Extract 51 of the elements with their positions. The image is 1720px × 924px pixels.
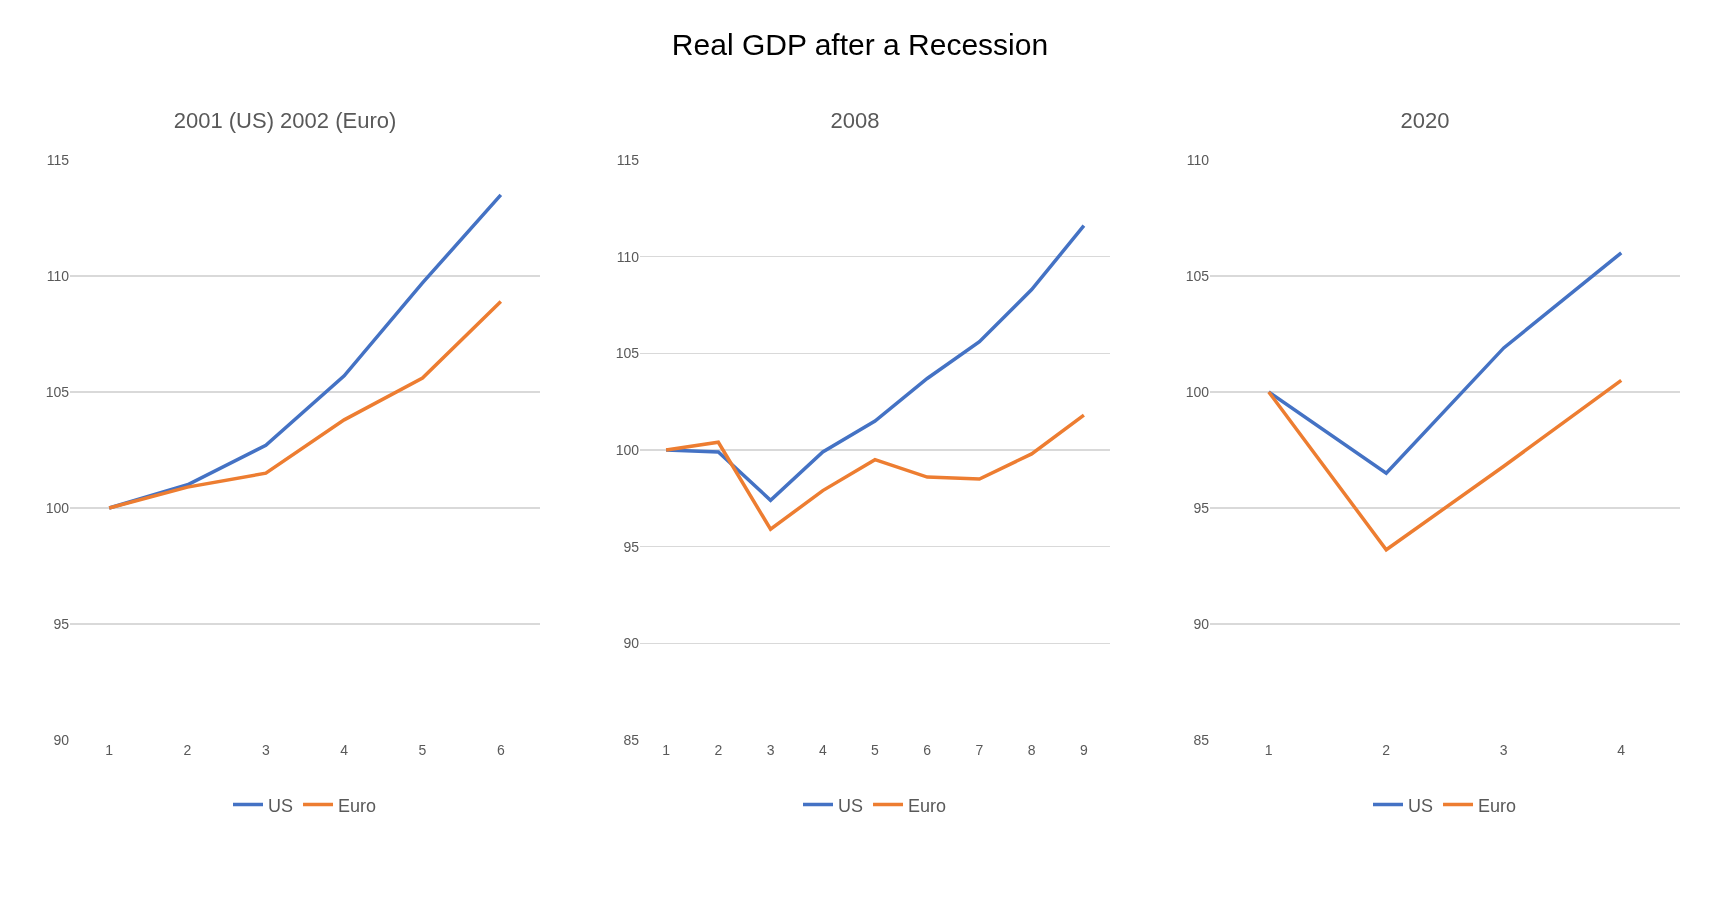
line-series xyxy=(107,299,503,510)
x-tick-label: 4 xyxy=(818,742,827,758)
text: Real GDP after a Recession xyxy=(671,28,1049,62)
x-tick-label: 2 xyxy=(183,742,192,758)
y-tick-label: 105 xyxy=(1185,267,1210,284)
x-tick-label: 3 xyxy=(261,742,270,758)
x-tick-label: 5 xyxy=(871,742,880,758)
y-tick-label: 105 xyxy=(45,383,70,400)
x-tick-label: 4 xyxy=(340,742,349,758)
x-tick-label: 2 xyxy=(1382,742,1391,758)
x-tick-label: 1 xyxy=(1264,742,1273,758)
y-tick-label: 85 xyxy=(1193,731,1210,748)
y-tick-label: 90 xyxy=(623,635,640,652)
y-tick-label: 115 xyxy=(616,151,640,168)
x-tick-label: 9 xyxy=(1079,742,1088,758)
x-tick-label: 8 xyxy=(1027,742,1036,758)
y-tick-label: 110 xyxy=(46,267,70,284)
x-tick-label: 1 xyxy=(662,742,671,758)
chart-title: 2008 xyxy=(830,108,880,134)
y-tick-label: 90 xyxy=(53,731,70,748)
line-series xyxy=(664,413,1086,532)
y-tick-label: 100 xyxy=(1185,383,1210,400)
x-tick-label: 2 xyxy=(714,742,723,758)
y-tick-label: 95 xyxy=(623,538,640,555)
chart-title: 2001 (US) 2002 (Euro) xyxy=(173,108,397,134)
x-tick-label: 6 xyxy=(496,742,505,758)
y-tick-label: 105 xyxy=(615,345,640,362)
y-tick-label: 90 xyxy=(1193,615,1210,632)
x-tick-label: 1 xyxy=(105,742,114,758)
y-tick-label: 85 xyxy=(623,731,640,748)
y-tick-label: 110 xyxy=(1186,151,1210,168)
y-tick-label: 100 xyxy=(45,499,70,516)
legend-label: Euro xyxy=(338,795,377,816)
x-tick-label: 6 xyxy=(923,742,932,758)
y-tick-label: 95 xyxy=(53,615,70,632)
legend-label: Euro xyxy=(908,795,947,816)
chart-title: 2020 xyxy=(1400,108,1450,134)
legend-label: US xyxy=(838,795,864,816)
legend-label: Euro xyxy=(1478,795,1517,816)
x-tick-label: 3 xyxy=(766,742,775,758)
y-tick-label: 95 xyxy=(1193,499,1210,516)
y-tick-label: 110 xyxy=(616,248,640,265)
legend-label: US xyxy=(1408,795,1434,816)
line-series xyxy=(1267,378,1623,552)
x-tick-label: 4 xyxy=(1617,742,1626,758)
y-tick-label: 115 xyxy=(46,151,70,168)
y-tick-label: 100 xyxy=(615,441,640,458)
x-tick-label: 7 xyxy=(975,742,984,758)
x-tick-label: 5 xyxy=(418,742,427,758)
x-tick-label: 3 xyxy=(1499,742,1508,758)
legend-label: US xyxy=(268,795,294,816)
